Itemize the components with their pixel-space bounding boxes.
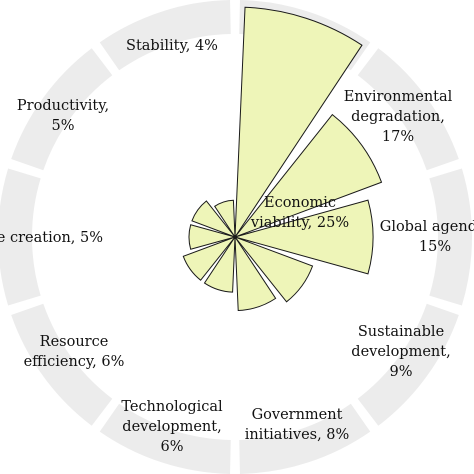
slice-government-initiatives [234,235,277,312]
ring-segment [11,303,113,426]
slice-global-agenda [233,199,374,275]
ring-segment [99,403,231,474]
slices-group [182,6,383,312]
ring-segment [11,48,113,171]
slice-sustainable-development [233,235,314,303]
label-global-agenda: Global agenda,15% [380,219,474,255]
slice-economic-viability [234,6,363,239]
ring-segment [0,168,41,306]
label-stability: Stability, 4% [126,38,218,54]
label-economic-viability: Economic viability, 25% [250,195,349,231]
slice-technological-development [203,235,236,293]
label-resource-efficiency: Resource efficiency, 6% [24,334,125,370]
label-environmental-degradation: Environmental degradation, 17% [344,89,453,145]
slice-environmental-degradation [233,113,383,239]
slice-stability [213,199,236,239]
ring-segment [357,48,459,171]
label-government-initiatives: Government initiatives, 8% [245,407,350,443]
label-value-creation: Value creation, 5% [0,230,103,246]
ring-segment [429,168,473,306]
ring-segment [99,0,231,71]
slice-productivity [191,200,237,239]
ring-segment [357,303,459,426]
label-sustainable-development: Sustainable development, 9% [351,324,450,380]
label-technological-development: Technological development, 6% [121,399,223,455]
slice-value-creation [188,224,237,250]
label-productivity: Productivity, 5% [17,98,109,134]
labels-group: Economic viability, 25% Environmental degra… [0,38,474,455]
ring-segment [239,403,371,474]
slice-resource-efficiency [182,235,237,281]
